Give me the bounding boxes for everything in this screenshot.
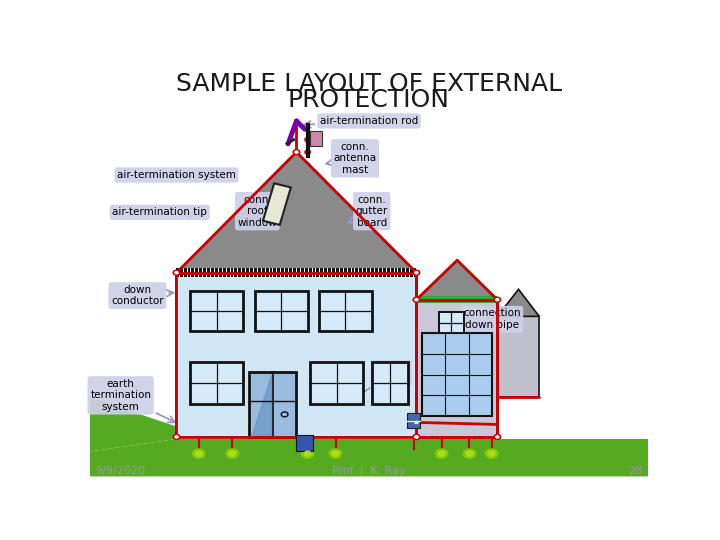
Text: connection
down pipe: connection down pipe	[449, 308, 521, 330]
Circle shape	[496, 299, 499, 301]
Bar	[422, 333, 492, 416]
Polygon shape	[90, 397, 176, 451]
Bar	[297, 435, 313, 451]
Text: 9/9/2020: 9/9/2020	[96, 465, 145, 476]
Circle shape	[415, 272, 418, 274]
Circle shape	[436, 449, 448, 458]
Polygon shape	[263, 183, 291, 225]
Text: Prof. J. K. Ray: Prof. J. K. Ray	[332, 465, 406, 476]
Text: air-termination system: air-termination system	[117, 170, 236, 180]
Circle shape	[415, 421, 418, 423]
Circle shape	[305, 150, 310, 154]
Circle shape	[175, 272, 178, 274]
Circle shape	[413, 435, 420, 440]
Polygon shape	[90, 439, 648, 476]
Circle shape	[305, 138, 310, 141]
Circle shape	[496, 436, 499, 438]
Bar	[416, 296, 498, 303]
Circle shape	[193, 449, 205, 458]
Circle shape	[494, 435, 500, 440]
Polygon shape	[498, 289, 539, 316]
Text: 28: 28	[628, 465, 642, 476]
Bar	[310, 131, 322, 146]
Circle shape	[175, 436, 178, 438]
Circle shape	[307, 139, 309, 140]
Circle shape	[413, 420, 420, 425]
Bar	[249, 373, 297, 437]
Circle shape	[438, 451, 445, 456]
Circle shape	[307, 151, 309, 153]
Circle shape	[415, 436, 418, 438]
Circle shape	[305, 451, 311, 456]
Text: testing
joint: testing joint	[351, 362, 410, 401]
Text: conn.
antenna
mast: conn. antenna mast	[326, 142, 377, 175]
Bar	[438, 312, 464, 333]
Circle shape	[413, 435, 420, 440]
Circle shape	[415, 299, 418, 301]
Circle shape	[488, 451, 495, 456]
Polygon shape	[176, 152, 416, 273]
Text: SAMPLE LAYOUT OF EXTERNAL: SAMPLE LAYOUT OF EXTERNAL	[176, 71, 562, 96]
Bar	[255, 292, 307, 331]
Circle shape	[302, 449, 314, 458]
Text: air-termination rod: air-termination rod	[304, 116, 418, 128]
Circle shape	[173, 270, 180, 275]
Bar	[176, 269, 416, 276]
Circle shape	[413, 297, 420, 302]
Bar	[407, 413, 420, 428]
Circle shape	[494, 297, 500, 302]
Text: PROTECTION: PROTECTION	[288, 88, 450, 112]
Bar	[190, 362, 243, 404]
Text: conn.
gutter
board: conn. gutter board	[348, 194, 388, 228]
Bar	[498, 316, 539, 397]
Bar	[319, 292, 372, 331]
Bar	[190, 292, 243, 331]
Circle shape	[295, 151, 298, 153]
Bar	[372, 362, 408, 404]
Text: air-termination tip: air-termination tip	[112, 207, 207, 218]
Bar	[176, 268, 416, 277]
Text: earth
termination
system: earth termination system	[90, 379, 175, 422]
Circle shape	[332, 451, 339, 456]
Bar	[176, 273, 416, 437]
Polygon shape	[498, 439, 648, 451]
Circle shape	[173, 435, 180, 440]
Text: conn.
roof
window: conn. roof window	[238, 194, 277, 228]
Circle shape	[463, 449, 476, 458]
Circle shape	[226, 449, 238, 458]
Circle shape	[329, 449, 342, 458]
Circle shape	[485, 449, 498, 458]
Bar	[310, 362, 364, 404]
Circle shape	[415, 436, 418, 438]
Circle shape	[466, 451, 473, 456]
Circle shape	[195, 451, 202, 456]
Circle shape	[293, 150, 300, 154]
Polygon shape	[416, 260, 498, 300]
Bar	[416, 300, 498, 437]
Circle shape	[413, 270, 420, 275]
Circle shape	[229, 451, 235, 456]
Text: down
conductor: down conductor	[111, 285, 174, 306]
